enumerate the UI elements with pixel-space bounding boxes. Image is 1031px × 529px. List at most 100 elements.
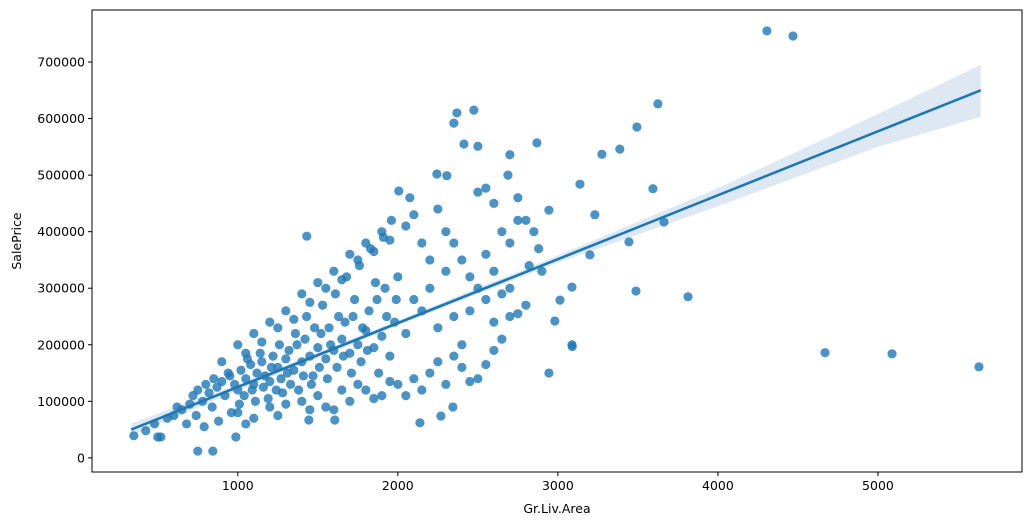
data-point — [544, 205, 554, 215]
data-point — [537, 266, 547, 276]
data-point — [505, 283, 515, 293]
data-point — [425, 368, 435, 378]
data-point — [298, 371, 309, 381]
data-point — [322, 374, 333, 384]
data-point — [369, 393, 379, 404]
data-point — [255, 348, 265, 358]
data-point — [425, 255, 435, 265]
data-point — [321, 354, 331, 364]
data-point — [550, 316, 560, 326]
data-point — [393, 272, 403, 282]
data-point — [513, 309, 523, 319]
data-point — [346, 368, 357, 378]
y-tick-label: 600000 — [37, 111, 85, 126]
data-point — [193, 446, 203, 456]
data-point — [457, 340, 467, 350]
data-point — [377, 227, 387, 237]
x-tick-label: 3000 — [542, 478, 574, 493]
data-point — [513, 215, 523, 225]
data-point — [372, 294, 382, 305]
data-point — [236, 365, 246, 375]
data-point — [648, 184, 658, 194]
data-point — [313, 342, 323, 353]
data-point — [597, 149, 607, 159]
data-point — [300, 334, 310, 344]
data-point — [334, 311, 344, 322]
data-point — [532, 138, 542, 148]
data-point — [290, 328, 301, 339]
data-point — [497, 227, 507, 237]
data-point — [337, 275, 347, 285]
data-point — [305, 297, 315, 307]
data-point — [409, 294, 419, 305]
data-point — [631, 286, 641, 296]
data-point — [505, 238, 515, 248]
data-point — [473, 187, 483, 197]
data-point — [465, 306, 475, 316]
data-point — [302, 231, 312, 241]
data-point — [340, 317, 350, 327]
data-point — [231, 432, 241, 442]
data-point — [369, 342, 379, 353]
data-point — [217, 376, 227, 387]
data-point — [241, 419, 251, 429]
data-point — [449, 311, 459, 322]
data-point — [505, 311, 515, 322]
data-point — [310, 323, 320, 333]
data-point — [393, 379, 403, 389]
data-point — [306, 379, 317, 389]
data-point — [624, 237, 634, 247]
data-point — [433, 204, 443, 214]
data-point — [286, 379, 296, 389]
data-point — [481, 249, 491, 259]
data-point — [313, 391, 323, 401]
regression-line — [130, 89, 982, 431]
y-tick-label: 300000 — [37, 281, 85, 296]
y-tick-label: 100000 — [37, 394, 85, 409]
data-point — [276, 374, 286, 384]
data-point — [193, 385, 203, 395]
data-point — [369, 246, 379, 257]
data-point — [632, 122, 642, 132]
data-point — [653, 99, 663, 109]
data-point — [257, 337, 267, 347]
data-point — [353, 379, 363, 389]
data-point — [273, 323, 283, 333]
data-point — [489, 345, 499, 356]
data-point — [659, 217, 669, 227]
data-point — [505, 150, 515, 160]
data-point — [246, 359, 256, 370]
data-point — [233, 408, 243, 418]
data-point — [401, 391, 411, 401]
data-point — [324, 323, 334, 333]
data-point — [305, 405, 315, 415]
data-point — [457, 362, 467, 372]
data-point — [332, 362, 342, 372]
data-point — [555, 295, 565, 305]
data-point — [273, 410, 283, 421]
data-point — [268, 351, 278, 361]
data-point — [377, 391, 387, 401]
data-point — [201, 379, 211, 389]
data-point — [481, 294, 491, 305]
data-point — [469, 105, 479, 115]
data-point — [239, 391, 249, 401]
data-point — [356, 357, 366, 367]
data-point — [281, 306, 291, 316]
data-point — [465, 376, 475, 387]
confidence-band-layer — [131, 64, 981, 436]
y-tick-label: 400000 — [37, 224, 85, 239]
data-point — [361, 385, 371, 395]
data-point — [385, 376, 395, 387]
data-point — [567, 341, 577, 352]
data-point — [265, 317, 275, 327]
data-point — [441, 266, 451, 276]
data-point — [281, 399, 291, 409]
data-point — [417, 385, 427, 395]
data-point — [330, 415, 340, 425]
data-point — [316, 328, 326, 339]
data-point — [409, 374, 419, 384]
data-point — [401, 221, 411, 231]
data-point — [382, 311, 392, 322]
data-point — [353, 340, 363, 350]
